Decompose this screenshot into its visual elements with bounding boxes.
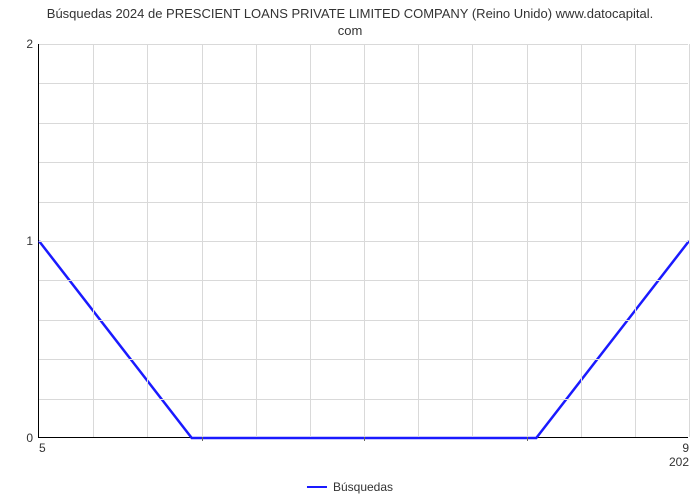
grid-line-horizontal bbox=[39, 202, 688, 203]
plot-area: 01259202 bbox=[38, 44, 688, 438]
grid-line-horizontal bbox=[39, 83, 688, 84]
x-minor-tick bbox=[364, 437, 365, 441]
x-tick-label-right-top: 9 bbox=[669, 441, 689, 455]
legend: Búsquedas bbox=[307, 480, 393, 494]
x-minor-tick bbox=[202, 437, 203, 441]
y-tick-label: 0 bbox=[26, 431, 39, 445]
grid-line-horizontal bbox=[39, 320, 688, 321]
grid-line-horizontal bbox=[39, 280, 688, 281]
grid-line-vertical bbox=[689, 44, 690, 437]
grid-line-horizontal bbox=[39, 44, 688, 45]
grid-line-horizontal bbox=[39, 241, 688, 242]
grid-line-horizontal bbox=[39, 399, 688, 400]
legend-swatch bbox=[307, 486, 327, 488]
grid-line-horizontal bbox=[39, 162, 688, 163]
y-tick-label: 1 bbox=[26, 234, 39, 248]
grid-line-horizontal bbox=[39, 123, 688, 124]
chart-title: Búsquedas 2024 de PRESCIENT LOANS PRIVAT… bbox=[0, 0, 700, 40]
chart-title-line1: Búsquedas 2024 de PRESCIENT LOANS PRIVAT… bbox=[47, 6, 653, 21]
x-tick-label-right: 9202 bbox=[669, 437, 689, 470]
y-tick-label: 2 bbox=[26, 37, 39, 51]
legend-label: Búsquedas bbox=[333, 480, 393, 494]
x-tick-label-left: 5 bbox=[39, 437, 46, 455]
x-tick-label-right-bottom: 202 bbox=[669, 455, 689, 469]
chart-title-line2: com bbox=[338, 23, 363, 38]
x-minor-tick bbox=[527, 437, 528, 441]
grid-line-horizontal bbox=[39, 359, 688, 360]
line-chart: Búsquedas 2024 de PRESCIENT LOANS PRIVAT… bbox=[0, 0, 700, 500]
